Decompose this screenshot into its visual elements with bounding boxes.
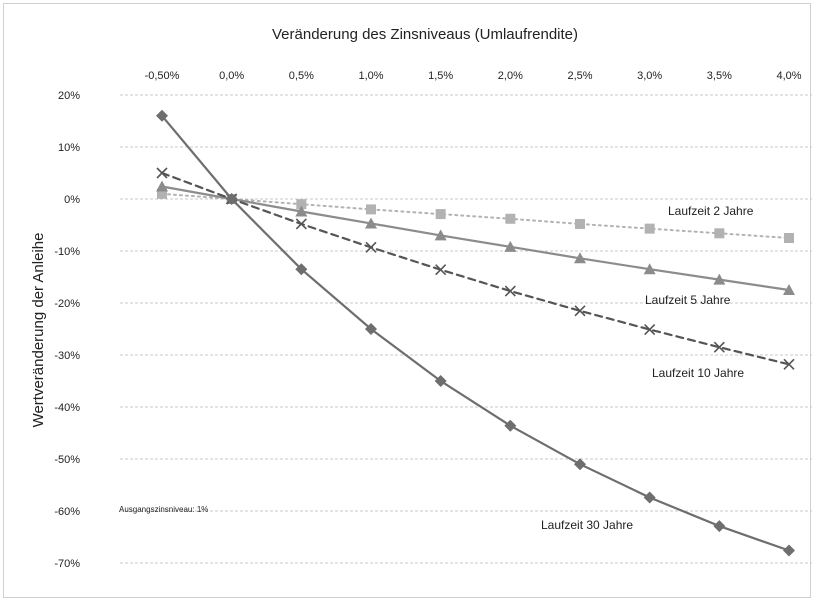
data-point [296, 199, 307, 210]
series-label: Laufzeit 2 Jahre [668, 204, 754, 218]
series-4 [156, 109, 795, 557]
y-tick-label: -10% [54, 246, 80, 258]
x-tick-label: 2,0% [498, 70, 523, 82]
x-tick-label: 0,5% [289, 70, 314, 82]
annotation-starting-rate: Ausgangszinsniveau: 1% [119, 505, 208, 514]
data-point [713, 520, 726, 533]
data-point [713, 273, 726, 285]
y-tick-label: -30% [54, 350, 80, 362]
data-point [783, 544, 795, 557]
data-point [435, 209, 446, 220]
data-point [783, 358, 795, 370]
data-point [434, 375, 447, 387]
data-point [643, 491, 656, 504]
data-point [434, 229, 447, 241]
x-tick-label: 1,5% [428, 70, 453, 82]
data-point [714, 228, 725, 239]
y-tick-label: -20% [54, 298, 80, 310]
gridlines [120, 94, 812, 564]
series-layer [156, 109, 795, 557]
y-tick-label: -60% [54, 506, 80, 518]
y-tick-label: 0% [64, 194, 80, 206]
data-point [157, 188, 167, 199]
data-point [504, 240, 517, 252]
data-point [783, 284, 795, 295]
data-point [156, 167, 168, 179]
data-point [643, 263, 656, 275]
series-line [160, 185, 791, 292]
y-tick-label: 20% [58, 90, 80, 102]
x-tick-label: 0,0% [219, 70, 244, 82]
data-point [644, 323, 656, 336]
data-point [156, 180, 168, 192]
x-tick-label: 4,0% [776, 70, 801, 82]
series-1 [157, 188, 794, 243]
chart-title: Veränderung des Zinsniveaus (Umlaufrendi… [272, 26, 578, 43]
series-label: Laufzeit 5 Jahre [645, 293, 731, 307]
data-point [295, 218, 307, 230]
data-point [295, 205, 308, 217]
x-tick-label: 3,0% [637, 70, 662, 82]
data-point [644, 223, 655, 234]
y-axis-label: Wertveränderung der Anleihe [30, 233, 47, 428]
data-point [295, 263, 308, 276]
series-2 [156, 180, 795, 295]
series-label: Laufzeit 10 Jahre [652, 366, 744, 380]
x-tick-label: 1,0% [358, 70, 383, 82]
data-point [156, 109, 168, 122]
data-point [574, 305, 586, 317]
data-point [365, 241, 377, 253]
series-labels: Laufzeit 2 Jahre Laufzeit 5 Jahre Laufzeit… [541, 204, 754, 532]
y-tick-label: 10% [58, 142, 80, 154]
x-axis-ticks: -0,50% 0,0% 0,5% 1,0% 1,5% 2,0% 2,5% 3,0% 3,5% 4,… [145, 70, 802, 82]
data-point [575, 218, 585, 229]
series-label: Laufzeit 30 Jahre [541, 518, 633, 532]
series-line [160, 114, 791, 552]
x-tick-label: 3,5% [707, 70, 732, 82]
y-tick-label: -40% [54, 402, 80, 414]
data-point [365, 217, 377, 229]
data-point [713, 341, 725, 353]
series-line [161, 192, 790, 239]
y-axis-ticks: 20% 10% 0% -10% -20% -30% -40% -50% -60% -70% [54, 90, 80, 570]
data-point [574, 252, 586, 264]
series-line [160, 171, 791, 366]
y-tick-label: -70% [54, 558, 80, 570]
x-tick-label: 2,5% [567, 70, 592, 82]
data-point [225, 193, 238, 205]
data-point [435, 264, 447, 276]
x-tick-label: -0,50% [145, 70, 180, 82]
data-point [574, 458, 586, 471]
series-3 [156, 167, 795, 370]
data-point [366, 204, 376, 215]
chart-frame [3, 3, 811, 598]
data-point [505, 213, 516, 224]
data-point [504, 285, 516, 297]
data-point [784, 233, 794, 243]
y-tick-label: -50% [54, 454, 80, 466]
data-point [365, 323, 377, 335]
data-point [504, 419, 517, 432]
